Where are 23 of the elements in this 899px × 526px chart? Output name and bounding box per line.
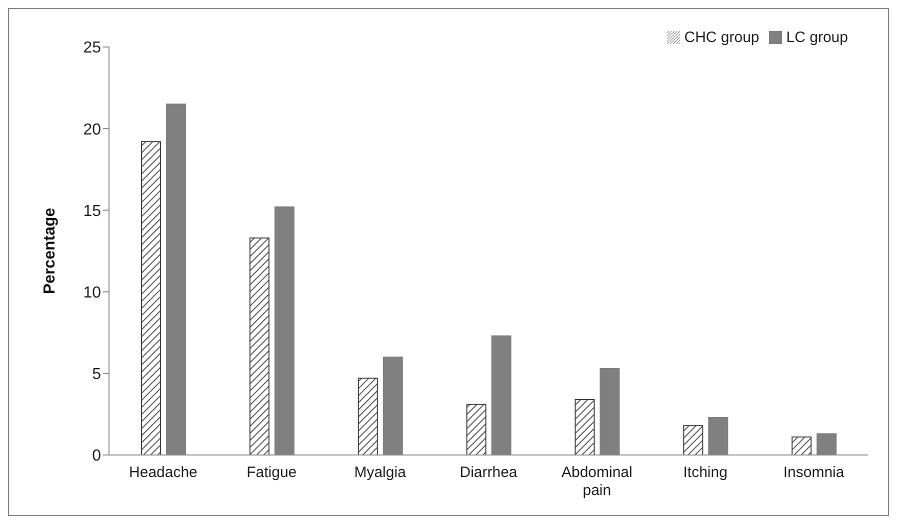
- bar: [792, 436, 812, 455]
- bar: [683, 425, 704, 455]
- y-tick-label: 10: [83, 284, 102, 302]
- x-tick-label: Headache: [129, 464, 198, 481]
- y-tick-label: 20: [83, 121, 102, 138]
- y-axis-title: Percentage: [42, 208, 59, 294]
- bar: [141, 141, 162, 455]
- bar: [574, 399, 595, 455]
- bar: [466, 404, 486, 455]
- x-tick-label: Myalgia: [354, 464, 407, 481]
- bar: [249, 237, 270, 455]
- y-tick-label: 25: [83, 40, 102, 57]
- y-tick-label: 5: [92, 366, 102, 384]
- bar: [358, 378, 378, 455]
- y-tick-label: 0: [92, 448, 102, 465]
- legend-label: LC group: [786, 29, 848, 46]
- legend-label: CHC group: [684, 29, 760, 46]
- x-tick-label: Abdominal pain: [561, 464, 632, 499]
- x-tick-label: Insomnia: [783, 464, 845, 481]
- x-tick-label: Fatigue: [246, 464, 297, 481]
- y-tick-label: 15: [83, 202, 102, 220]
- x-tick-label: Diarrhea: [460, 464, 518, 481]
- x-tick-label: Itching: [683, 464, 728, 481]
